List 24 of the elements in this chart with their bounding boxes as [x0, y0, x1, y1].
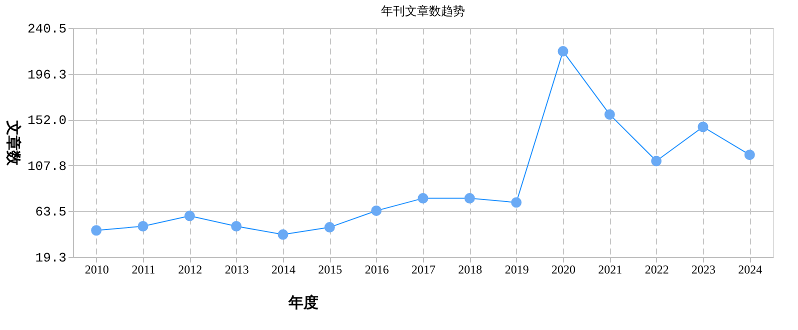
x-tick-label: 2024 — [738, 262, 762, 276]
y-axis-title: 文章数 — [4, 120, 22, 166]
x-tick-label: 2011 — [132, 262, 156, 276]
x-tick-label: 2014 — [272, 262, 296, 276]
x-tick-label: 2020 — [552, 262, 576, 276]
x-tick-label: 2017 — [412, 262, 436, 276]
y-tick-label: 240.5 — [27, 22, 66, 36]
y-tick-label: 107.8 — [27, 158, 66, 174]
x-tick-label: 2012 — [178, 262, 202, 276]
chart-title: 年刊文章数趋势 — [381, 4, 465, 18]
y-tick-label: 152.0 — [27, 113, 66, 128]
x-axis-title: 年度 — [288, 294, 318, 312]
x-tick-label: 2022 — [644, 262, 669, 276]
x-tick-label: 2016 — [364, 262, 389, 276]
x-tick-label: 2019 — [504, 262, 529, 276]
x-tick-label: 2015 — [318, 262, 342, 276]
y-tick-label: 19.3 — [35, 250, 66, 266]
x-tick-label: 2021 — [598, 262, 622, 276]
x-tick-label: 2013 — [224, 262, 249, 276]
y-tick-label: 196.3 — [27, 67, 66, 82]
y-tick-label: 63.5 — [35, 204, 66, 220]
x-tick-label: 2018 — [458, 262, 482, 276]
x-tick-label: 2023 — [692, 262, 716, 276]
x-tick-label: 2010 — [84, 262, 109, 276]
